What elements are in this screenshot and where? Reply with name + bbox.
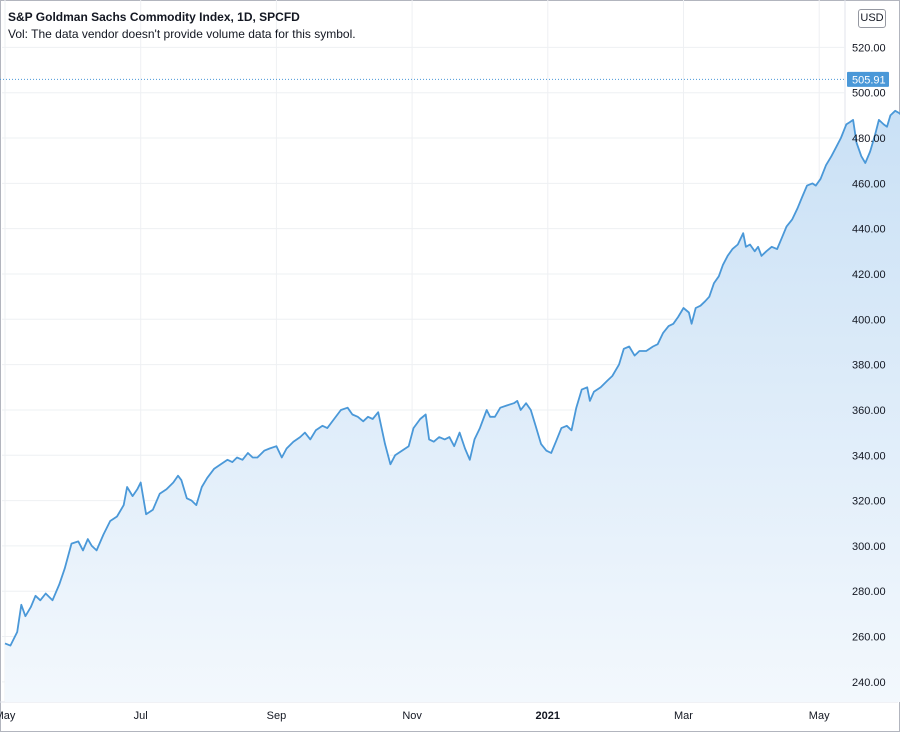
y-tick-label: 440.00	[852, 224, 886, 236]
y-axis[interactable]: 240.00 260.00 280.00 300.00 320.00 340.00 360.…	[852, 42, 886, 688]
y-tick-label: 380.00	[852, 360, 886, 372]
y-tick-label: 520.00	[852, 42, 886, 54]
volume-note: Vol: The data vendor doesn't provide vol…	[8, 27, 356, 41]
x-tick-label: Jul	[134, 710, 148, 722]
y-tick-label: 280.00	[852, 586, 886, 598]
y-tick-label: 420.00	[852, 269, 886, 281]
y-tick-label: 340.00	[852, 450, 886, 462]
last-price-value: 505.91	[852, 74, 886, 86]
y-tick-label: 300.00	[852, 541, 886, 553]
x-tick-label: Nov	[402, 710, 422, 722]
y-tick-label: 360.00	[852, 405, 886, 417]
x-tick-label: 2021	[536, 710, 560, 722]
series-line[interactable]	[4, 75, 900, 647]
x-tick-label: Sep	[267, 710, 287, 722]
y-tick-label: 400.00	[852, 314, 886, 326]
y-tick-label: 460.00	[852, 178, 886, 190]
x-tick-label: Mar	[674, 710, 693, 722]
y-tick-label: 500.00	[852, 88, 886, 100]
last-price-badge: 505.91	[847, 71, 889, 87]
series-area	[5, 110, 900, 702]
chart-title: S&P Goldman Sachs Commodity Index, 1D, S…	[8, 10, 300, 24]
x-tick-label: May	[809, 710, 830, 722]
x-tick-label: May	[0, 710, 16, 722]
y-tick-label: 480.00	[852, 133, 886, 145]
currency-button[interactable]: USD	[858, 9, 886, 28]
y-tick-label: 320.00	[852, 496, 886, 508]
y-tick-label: 240.00	[852, 677, 886, 689]
y-tick-label: 260.00	[852, 632, 886, 644]
x-axis[interactable]: May Jul Sep Nov 2021 Mar May	[0, 710, 830, 722]
